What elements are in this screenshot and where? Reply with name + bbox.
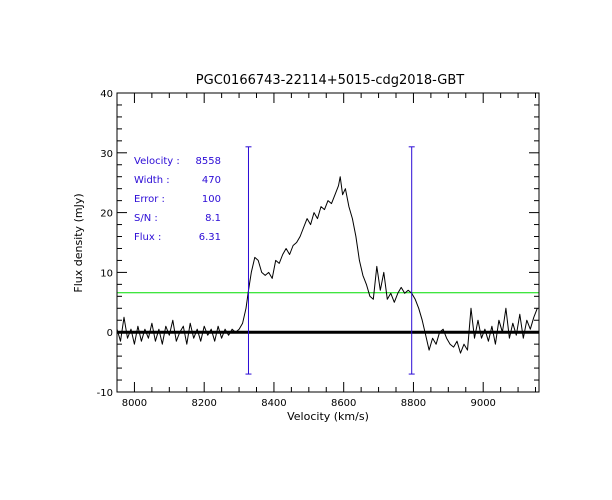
y-axis-label: Flux density (mJy) bbox=[72, 193, 85, 292]
annotation-label: Velocity : bbox=[134, 156, 180, 167]
x-tick-label: 9000 bbox=[470, 398, 495, 409]
x-tick-label: 8200 bbox=[191, 398, 216, 409]
annotation-label: S/N : bbox=[134, 213, 158, 224]
plot-frame bbox=[116, 92, 540, 393]
y-tick-label: -10 bbox=[97, 388, 113, 399]
annotation-value: 8558 bbox=[196, 156, 221, 167]
annotation-value: 470 bbox=[202, 175, 221, 186]
y-tick-label: 30 bbox=[100, 149, 113, 160]
axes-layer: 8000 8200 8400 8600 8800 9000 -10 0 10 20 30 40 bbox=[97, 89, 540, 409]
y-tick-label: 40 bbox=[100, 89, 113, 100]
x-axis-label: Velocity (km/s) bbox=[287, 410, 369, 423]
x-tick-label: 8800 bbox=[401, 398, 426, 409]
y-tick-label: 10 bbox=[100, 268, 113, 279]
annotation-label: Flux : bbox=[134, 232, 161, 243]
chart-title: PGC0166743-22114+5015-cdg2018-GBT bbox=[196, 73, 464, 88]
x-tick-label: 8000 bbox=[122, 398, 147, 409]
x-tick-label: 8600 bbox=[331, 398, 356, 409]
x-tick-label: 8400 bbox=[261, 398, 286, 409]
velocity-marker-1 bbox=[245, 146, 252, 375]
annotation-label: Width : bbox=[134, 175, 170, 186]
y-tick-label: 0 bbox=[107, 328, 113, 339]
spectrum-series-line bbox=[116, 176, 538, 354]
data-layer bbox=[116, 146, 539, 375]
annotation-value: 6.31 bbox=[199, 232, 221, 243]
annotation-value: 100 bbox=[202, 194, 221, 205]
annotation-value: 8.1 bbox=[205, 213, 221, 224]
annotation-label: Error : bbox=[134, 194, 165, 205]
velocity-marker-2 bbox=[408, 146, 415, 375]
y-tick-label: 20 bbox=[100, 209, 113, 220]
stats-annotation: Velocity : 8558 Width : 470 Error : 100 S/N : 8… bbox=[134, 156, 221, 243]
